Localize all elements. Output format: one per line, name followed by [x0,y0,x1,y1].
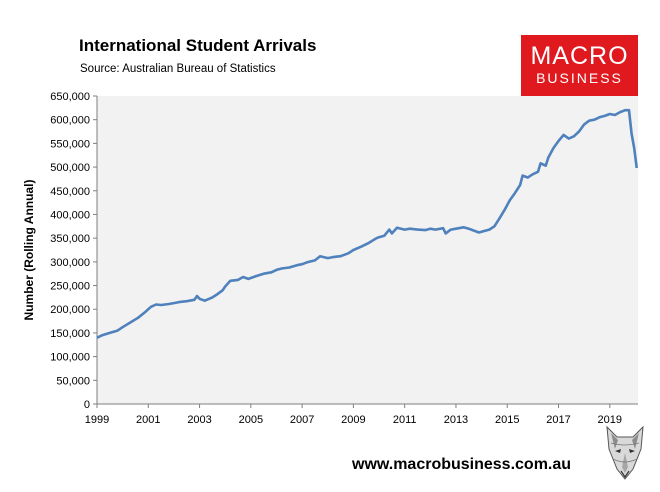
x-tick-label: 2011 [393,414,417,426]
macrobusiness-logo: MACRO BUSINESS [521,35,638,99]
y-axis-label: Number (Rolling Annual) [22,180,36,321]
x-tick-label: 2017 [546,414,570,426]
plot-area [97,96,638,404]
x-tick-label: 1999 [85,414,109,426]
series-line [96,108,638,339]
x-tick-label: 2007 [290,414,314,426]
logo-line-1: MACRO [530,42,629,70]
chart-title: International Student Arrivals [79,36,317,55]
chart-subtitle: Source: Australian Bureau of Statistics [80,63,276,75]
x-tick-label: 2005 [239,414,263,426]
y-axis: 0 50,000 100,000 150,000 200,000 250,000 300,0… [50,91,98,411]
y-tick-label: 150,000 [50,328,90,340]
y-tick-label: 550,000 [50,138,90,150]
y-tick-label: 500,000 [50,162,90,174]
footer-url: www.macrobusiness.com.au [352,456,572,473]
wolf-logo-icon [606,425,644,480]
x-tick-label: 2013 [444,414,468,426]
y-tick-label: 200,000 [50,304,90,316]
y-tick-label: 0 [84,399,90,411]
y-tick-label: 300,000 [50,257,90,269]
x-tick-label: 2001 [136,414,160,426]
y-tick-label: 250,000 [50,281,90,293]
y-tick-label: 50,000 [56,375,90,387]
y-tick-label: 400,000 [50,209,90,221]
y-tick-label: 450,000 [50,186,90,198]
x-tick-label: 2009 [341,414,365,426]
logo-line-2: BUSINESS [536,70,623,86]
x-tick-label: 2019 [598,414,622,426]
x-tick-label: 2003 [187,414,211,426]
x-axis: 1999 2001 2003 2005 2007 2009 2011 2013 2015 2017… [85,403,638,426]
y-tick-label: 100,000 [50,352,90,364]
x-tick-label: 2015 [495,414,519,426]
y-tick-label: 350,000 [50,233,90,245]
y-tick-label: 650,000 [50,91,90,103]
y-tick-label: 600,000 [50,115,90,127]
